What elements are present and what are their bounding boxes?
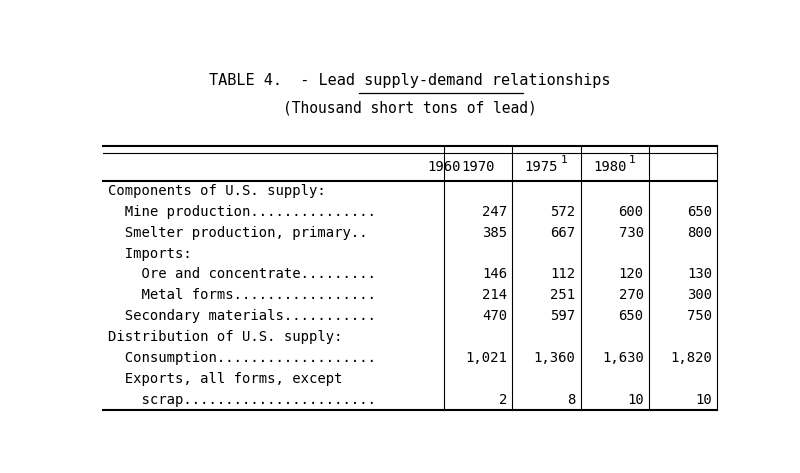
Text: Imports:: Imports:	[108, 246, 192, 261]
Text: 1,820: 1,820	[670, 351, 712, 365]
Text: 1980: 1980	[593, 159, 626, 174]
Text: 600: 600	[618, 205, 644, 219]
Text: 385: 385	[482, 226, 507, 240]
Text: 146: 146	[482, 267, 507, 281]
Text: 650: 650	[618, 309, 644, 323]
Text: 572: 572	[550, 205, 575, 219]
Text: 120: 120	[618, 267, 644, 281]
Text: 10: 10	[695, 393, 712, 407]
Text: TABLE 4.  - Lead supply-demand relationships: TABLE 4. - Lead supply-demand relationsh…	[210, 73, 610, 88]
Text: 597: 597	[550, 309, 575, 323]
Text: 130: 130	[687, 267, 712, 281]
Text: 8: 8	[567, 393, 575, 407]
Text: 112: 112	[550, 267, 575, 281]
Text: Exports, all forms, except: Exports, all forms, except	[108, 372, 342, 386]
Text: 730: 730	[618, 226, 644, 240]
Text: (Thousand short tons of lead): (Thousand short tons of lead)	[283, 100, 537, 115]
Text: 251: 251	[550, 289, 575, 302]
Text: 10: 10	[627, 393, 644, 407]
Text: 1,630: 1,630	[602, 351, 644, 365]
Text: 1970: 1970	[462, 159, 495, 174]
Text: scrap.......................: scrap.......................	[108, 393, 376, 407]
Text: 1,360: 1,360	[534, 351, 575, 365]
Text: Secondary materials...........: Secondary materials...........	[108, 309, 376, 323]
Text: 247: 247	[482, 205, 507, 219]
Text: 800: 800	[687, 226, 712, 240]
Text: Ore and concentrate.........: Ore and concentrate.........	[108, 267, 376, 281]
Text: Mine production...............: Mine production...............	[108, 205, 376, 219]
Text: Smelter production, primary..: Smelter production, primary..	[108, 226, 368, 240]
Text: 2: 2	[499, 393, 507, 407]
Text: Distribution of U.S. supply:: Distribution of U.S. supply:	[108, 330, 342, 344]
Text: 650: 650	[687, 205, 712, 219]
Text: 300: 300	[687, 289, 712, 302]
Text: Consumption...................: Consumption...................	[108, 351, 376, 365]
Text: 1975: 1975	[525, 159, 558, 174]
Text: 1: 1	[560, 155, 567, 165]
Text: 1: 1	[629, 155, 635, 165]
Text: 1,021: 1,021	[466, 351, 507, 365]
Text: 750: 750	[687, 309, 712, 323]
Text: 1960: 1960	[427, 159, 461, 174]
Text: 214: 214	[482, 289, 507, 302]
Text: 270: 270	[618, 289, 644, 302]
Text: Components of U.S. supply:: Components of U.S. supply:	[108, 184, 326, 198]
Text: 667: 667	[550, 226, 575, 240]
Text: 470: 470	[482, 309, 507, 323]
Text: Metal forms.................: Metal forms.................	[108, 289, 376, 302]
